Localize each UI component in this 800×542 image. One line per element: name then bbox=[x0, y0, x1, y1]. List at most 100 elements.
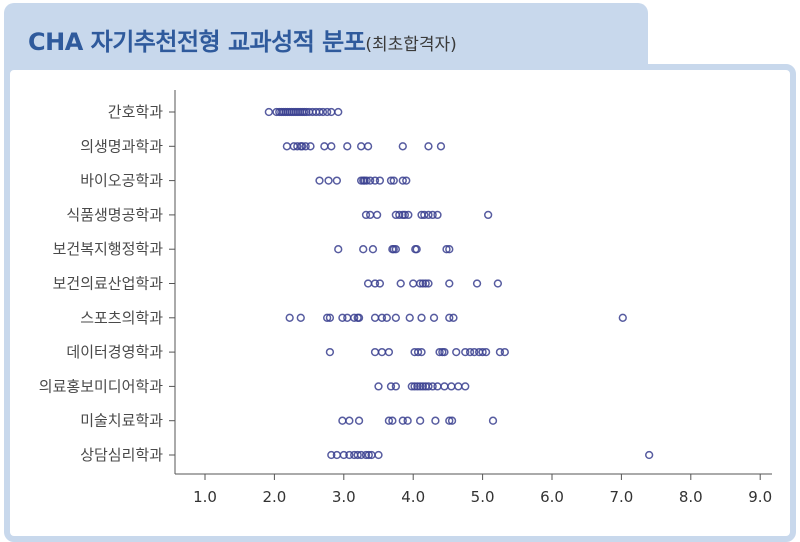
data-point bbox=[318, 107, 328, 117]
data-point bbox=[417, 347, 426, 357]
data-point bbox=[618, 313, 627, 322]
data-point bbox=[370, 176, 380, 185]
data-point bbox=[370, 347, 380, 357]
data-point bbox=[345, 416, 354, 425]
category-label: 데이터경영학과 bbox=[66, 343, 163, 361]
x-tick-label: 5.0 bbox=[471, 488, 495, 506]
data-point bbox=[322, 313, 332, 322]
data-point bbox=[493, 279, 503, 288]
category-label: 의생명과학과 bbox=[80, 137, 163, 155]
data-point bbox=[353, 450, 362, 460]
data-point bbox=[359, 245, 368, 254]
data-point bbox=[461, 382, 470, 391]
data-point bbox=[320, 142, 329, 151]
x-tick-label: 4.0 bbox=[401, 488, 425, 506]
data-point bbox=[424, 279, 433, 288]
data-point bbox=[445, 279, 454, 288]
data-point bbox=[415, 279, 425, 288]
data-point bbox=[500, 347, 509, 357]
data-point bbox=[327, 142, 336, 151]
data-point bbox=[398, 142, 407, 151]
data-point bbox=[404, 210, 413, 220]
data-point bbox=[296, 313, 305, 322]
data-point bbox=[357, 142, 366, 151]
data-point bbox=[343, 142, 352, 151]
data-point bbox=[386, 382, 396, 391]
data-point bbox=[418, 382, 428, 391]
x-tick-label: 8.0 bbox=[679, 488, 703, 506]
data-point bbox=[481, 347, 491, 357]
x-tick-label: 7.0 bbox=[609, 488, 633, 506]
data-point bbox=[285, 313, 294, 322]
data-point bbox=[470, 347, 479, 357]
data-point bbox=[398, 416, 407, 425]
chart-title: CHA 자기추천전형 교과성적 분포(최초합격자) bbox=[28, 20, 457, 58]
data-point bbox=[293, 142, 302, 151]
data-point bbox=[447, 416, 457, 425]
data-point bbox=[377, 313, 387, 322]
data-point bbox=[417, 313, 426, 322]
data-point bbox=[391, 313, 401, 322]
data-point bbox=[339, 450, 348, 460]
category-label: 스포츠의학과 bbox=[80, 309, 163, 327]
data-point bbox=[396, 279, 405, 288]
data-point bbox=[400, 210, 410, 220]
data-point bbox=[420, 210, 429, 220]
data-point bbox=[357, 450, 366, 460]
data-point bbox=[407, 382, 416, 391]
data-point bbox=[338, 313, 347, 322]
data-point bbox=[363, 279, 373, 288]
data-point bbox=[433, 382, 442, 391]
data-point bbox=[366, 210, 375, 220]
data-point bbox=[327, 107, 336, 117]
category-label: 의료홍보미디어학과 bbox=[39, 377, 163, 395]
data-point bbox=[445, 313, 454, 322]
data-point bbox=[410, 382, 419, 391]
data-point bbox=[645, 450, 654, 460]
x-tick-label: 9.0 bbox=[748, 488, 772, 506]
x-tick-label: 2.0 bbox=[262, 488, 286, 506]
category-label: 보건의료산업학과 bbox=[53, 275, 164, 293]
data-point bbox=[495, 347, 505, 357]
data-point bbox=[338, 416, 347, 425]
data-point bbox=[435, 347, 444, 357]
data-point bbox=[298, 142, 307, 151]
data-point bbox=[332, 176, 342, 185]
category-label: 간호학과 bbox=[108, 103, 163, 121]
data-point bbox=[370, 313, 380, 322]
data-point bbox=[384, 416, 394, 425]
x-tick-label: 3.0 bbox=[332, 488, 356, 506]
data-point bbox=[361, 210, 371, 220]
category-label: 식품생명공학과 bbox=[66, 206, 163, 224]
data-point bbox=[421, 279, 430, 288]
data-point bbox=[447, 382, 456, 391]
data-point bbox=[375, 279, 385, 288]
data-point bbox=[350, 313, 359, 322]
data-point bbox=[409, 279, 418, 288]
data-point bbox=[445, 416, 454, 425]
data-point bbox=[324, 176, 333, 185]
data-point bbox=[461, 347, 470, 357]
data-point bbox=[449, 313, 458, 322]
data-point bbox=[374, 450, 383, 460]
category-label: 상담심리학과 bbox=[80, 446, 163, 464]
category-label: 바이오공학과 bbox=[80, 172, 163, 190]
data-point bbox=[322, 107, 332, 117]
chart-title-main: CHA 자기추천전형 교과성적 분포 bbox=[28, 28, 366, 56]
data-point bbox=[361, 450, 371, 460]
data-point bbox=[368, 245, 378, 254]
data-point bbox=[345, 450, 354, 460]
data-point bbox=[363, 142, 373, 151]
data-point bbox=[343, 313, 352, 322]
data-point bbox=[386, 176, 396, 185]
data-point bbox=[372, 210, 382, 220]
data-point bbox=[436, 142, 446, 151]
data-point bbox=[452, 347, 461, 357]
data-point bbox=[428, 382, 437, 391]
data-point bbox=[391, 245, 401, 254]
x-tick-label: 1.0 bbox=[193, 488, 217, 506]
data-point bbox=[415, 382, 425, 391]
data-point bbox=[418, 279, 428, 288]
data-point bbox=[412, 245, 421, 254]
data-point bbox=[454, 382, 463, 391]
